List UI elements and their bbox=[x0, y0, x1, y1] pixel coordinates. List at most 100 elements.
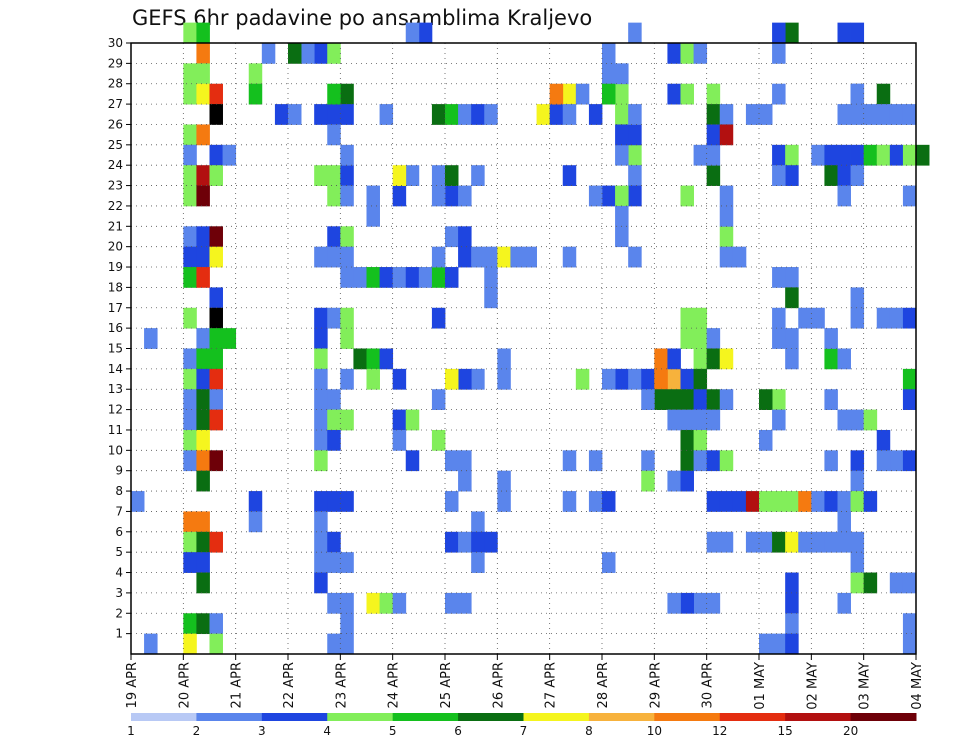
heatmap-cell bbox=[431, 429, 446, 451]
heatmap-cell bbox=[445, 592, 459, 614]
heatmap-cell bbox=[340, 185, 354, 207]
colorbar-label: 3 bbox=[258, 724, 266, 738]
y-tick-label: 6 bbox=[115, 525, 123, 539]
heatmap-cell bbox=[183, 226, 197, 248]
heatmap-cell bbox=[248, 511, 263, 533]
heatmap-cell bbox=[628, 246, 642, 268]
heatmap-cell bbox=[850, 83, 865, 105]
heatmap-cell bbox=[471, 531, 485, 553]
heatmap-cell bbox=[131, 491, 145, 512]
heatmap-cell bbox=[288, 104, 302, 125]
heatmap-cell bbox=[719, 104, 734, 125]
heatmap-cell bbox=[301, 43, 315, 64]
heatmap-cell bbox=[445, 450, 459, 472]
heatmap-cell bbox=[379, 348, 394, 370]
heatmap-cell bbox=[209, 226, 223, 248]
heatmap-cell bbox=[471, 165, 485, 186]
heatmap-cell bbox=[340, 409, 354, 431]
heatmap-cell bbox=[706, 389, 721, 410]
heatmap-cell bbox=[418, 267, 433, 288]
y-tick-label: 22 bbox=[108, 199, 123, 213]
heatmap-cell bbox=[209, 165, 223, 186]
heatmap-cell bbox=[785, 531, 799, 553]
heatmap-cell bbox=[458, 185, 472, 207]
heatmap-cell bbox=[196, 613, 210, 635]
heatmap-cell bbox=[183, 450, 197, 472]
heatmap-cell bbox=[144, 633, 158, 655]
heatmap-cell bbox=[706, 348, 721, 370]
heatmap-cell bbox=[785, 22, 799, 44]
heatmap-cell bbox=[562, 491, 577, 512]
heatmap-cell bbox=[824, 165, 838, 186]
heatmap-cell bbox=[445, 491, 459, 512]
heatmap-cell bbox=[183, 429, 197, 451]
heatmap-cell bbox=[628, 22, 642, 44]
heatmap-cell bbox=[340, 165, 354, 186]
heatmap-cell bbox=[706, 450, 721, 472]
heatmap-cell bbox=[745, 531, 760, 553]
heatmap-cell bbox=[706, 328, 721, 349]
y-tick-label: 27 bbox=[108, 97, 123, 111]
heatmap-cell bbox=[837, 409, 851, 431]
heatmap-cell bbox=[327, 124, 341, 146]
heatmap-cell bbox=[719, 124, 734, 146]
heatmap-cell bbox=[667, 83, 681, 105]
heatmap-cell bbox=[772, 633, 786, 655]
x-tick-label: 24 APR bbox=[387, 662, 402, 708]
heatmap-cell bbox=[824, 348, 838, 370]
heatmap-cell bbox=[680, 83, 694, 105]
heatmap-cell bbox=[458, 531, 472, 553]
heatmap-cell bbox=[811, 144, 825, 166]
x-tick-label: 21 APR bbox=[230, 662, 245, 708]
heatmap-cell bbox=[902, 450, 917, 472]
colorbar-label: 10 bbox=[647, 724, 662, 738]
heatmap-cell bbox=[340, 368, 354, 390]
heatmap-cell bbox=[431, 185, 446, 207]
heatmap-cell bbox=[680, 409, 694, 431]
heatmap-cell bbox=[902, 144, 917, 166]
heatmap-cell bbox=[837, 144, 851, 166]
heatmap-cell bbox=[366, 348, 380, 370]
heatmap-cell bbox=[471, 368, 485, 390]
heatmap-cell bbox=[340, 104, 354, 125]
heatmap-cell bbox=[196, 185, 210, 207]
heatmap-cell bbox=[706, 83, 721, 105]
heatmap-cell bbox=[588, 104, 603, 125]
heatmap-cell bbox=[405, 22, 420, 44]
heatmap-cell bbox=[209, 531, 223, 553]
heatmap-cell bbox=[340, 246, 354, 268]
heatmap-cell bbox=[719, 246, 734, 268]
y-tick-label: 14 bbox=[108, 362, 123, 376]
heatmap-cell bbox=[196, 165, 210, 186]
heatmap-cell bbox=[314, 328, 328, 349]
heatmap-cell bbox=[719, 450, 734, 472]
heatmap-cell bbox=[327, 83, 341, 105]
heatmap-cell bbox=[615, 124, 629, 146]
heatmap-cell bbox=[850, 287, 865, 309]
colorbar-label: 2 bbox=[193, 724, 201, 738]
heatmap-cell bbox=[680, 470, 694, 492]
y-tick-label: 16 bbox=[108, 321, 123, 335]
y-tick-label: 28 bbox=[108, 77, 123, 91]
x-tick-label: 19 APR bbox=[125, 662, 140, 708]
heatmap-cell bbox=[484, 287, 498, 309]
heatmap-cell bbox=[850, 531, 865, 553]
heatmap-cell bbox=[824, 144, 838, 166]
heatmap-cell bbox=[745, 104, 760, 125]
heatmap-cell bbox=[850, 307, 865, 329]
heatmap-cell bbox=[902, 185, 917, 207]
heatmap-cell bbox=[405, 450, 420, 472]
y-tick-label: 4 bbox=[115, 566, 123, 580]
y-tick-label: 18 bbox=[108, 280, 123, 294]
heatmap-cell bbox=[379, 267, 394, 288]
heatmap-cell bbox=[183, 83, 197, 105]
heatmap-cell bbox=[314, 572, 328, 594]
heatmap-cell bbox=[602, 43, 616, 64]
heatmap-cell bbox=[196, 470, 210, 492]
heatmap-cell bbox=[615, 63, 629, 85]
heatmap-cell bbox=[327, 592, 341, 614]
heatmap-cell bbox=[850, 22, 865, 44]
heatmap-cell bbox=[497, 491, 511, 512]
heatmap-cell bbox=[458, 104, 472, 125]
heatmap-cell bbox=[327, 226, 341, 248]
